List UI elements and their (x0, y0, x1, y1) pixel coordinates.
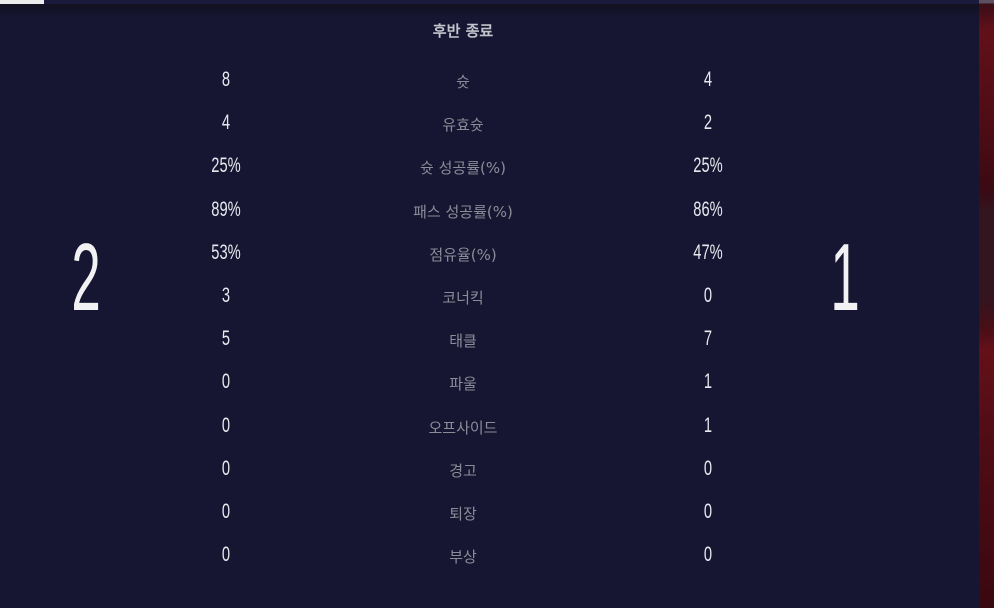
stat-row: 0 부상 0 (0, 541, 979, 571)
away-stat-value: 4 (703, 68, 713, 91)
stat-label: 슛 (456, 73, 470, 91)
stat-label: 파울 (449, 375, 477, 394)
away-stat-value: 25% (693, 154, 723, 178)
away-stat-value: 0 (703, 284, 713, 307)
away-stat-value: 1 (703, 370, 713, 394)
home-stat-value: 0 (221, 500, 231, 523)
away-stat-value: 2 (703, 111, 713, 135)
stat-row: 5 태클 7 (0, 325, 979, 355)
home-stat-value: 4 (221, 111, 231, 135)
away-stat-value: 0 (703, 543, 713, 567)
stat-label: 패스 성공률(%) (413, 202, 513, 221)
stat-row: 0 퇴장 0 (0, 498, 979, 528)
home-stat-value: 0 (221, 370, 231, 394)
stat-label: 오프사이드 (428, 418, 498, 437)
stat-label: 퇴장 (449, 505, 477, 523)
stat-row: 89% 패스 성공률(%) 86% (0, 196, 979, 226)
top-bar (0, 0, 994, 4)
away-stat-value: 47% (693, 240, 723, 264)
stat-row: 4 유효슛 2 (0, 109, 979, 139)
stat-row: 0 오프사이드 1 (0, 412, 979, 442)
stat-label: 경고 (449, 461, 477, 480)
home-stat-value: 25% (211, 154, 241, 178)
home-score: 2 (71, 224, 101, 331)
stat-row: 53% 점유율(%) 47% (0, 239, 979, 269)
away-score: 1 (830, 224, 860, 331)
home-stat-value: 3 (221, 284, 231, 307)
stat-label: 태클 (449, 332, 477, 351)
stat-row: 8 슛 4 (0, 66, 979, 96)
home-stat-value: 0 (221, 543, 231, 567)
away-stat-value: 0 (703, 500, 713, 523)
stat-label: 유효슛 (442, 116, 484, 135)
stat-label: 부상 (449, 548, 477, 567)
match-status: 후반 종료 (432, 22, 494, 40)
home-stat-value: 0 (221, 456, 231, 480)
top-tab-indicator (0, 0, 44, 4)
home-stat-value: 0 (221, 413, 231, 437)
home-stat-value: 8 (221, 68, 231, 91)
stat-row: 25% 슛 성공률(%) 25% (0, 152, 979, 182)
stat-label: 코너킥 (442, 289, 484, 307)
home-stat-value: 5 (221, 327, 231, 351)
away-stat-value: 86% (693, 197, 723, 221)
away-stat-value: 0 (703, 456, 713, 480)
stat-label: 슛 성공률(%) (420, 159, 506, 178)
stat-row: 0 파울 1 (0, 368, 979, 398)
stat-row: 3 코너킥 0 (0, 282, 979, 312)
top-shadow (0, 4, 979, 18)
stat-label: 점유율(%) (429, 245, 497, 264)
home-stat-value: 89% (211, 197, 241, 221)
stat-row: 0 경고 0 (0, 455, 979, 485)
home-stat-value: 53% (211, 240, 241, 264)
away-stat-value: 7 (703, 327, 713, 351)
away-stat-value: 1 (703, 413, 713, 437)
side-accent-strip (979, 0, 994, 608)
